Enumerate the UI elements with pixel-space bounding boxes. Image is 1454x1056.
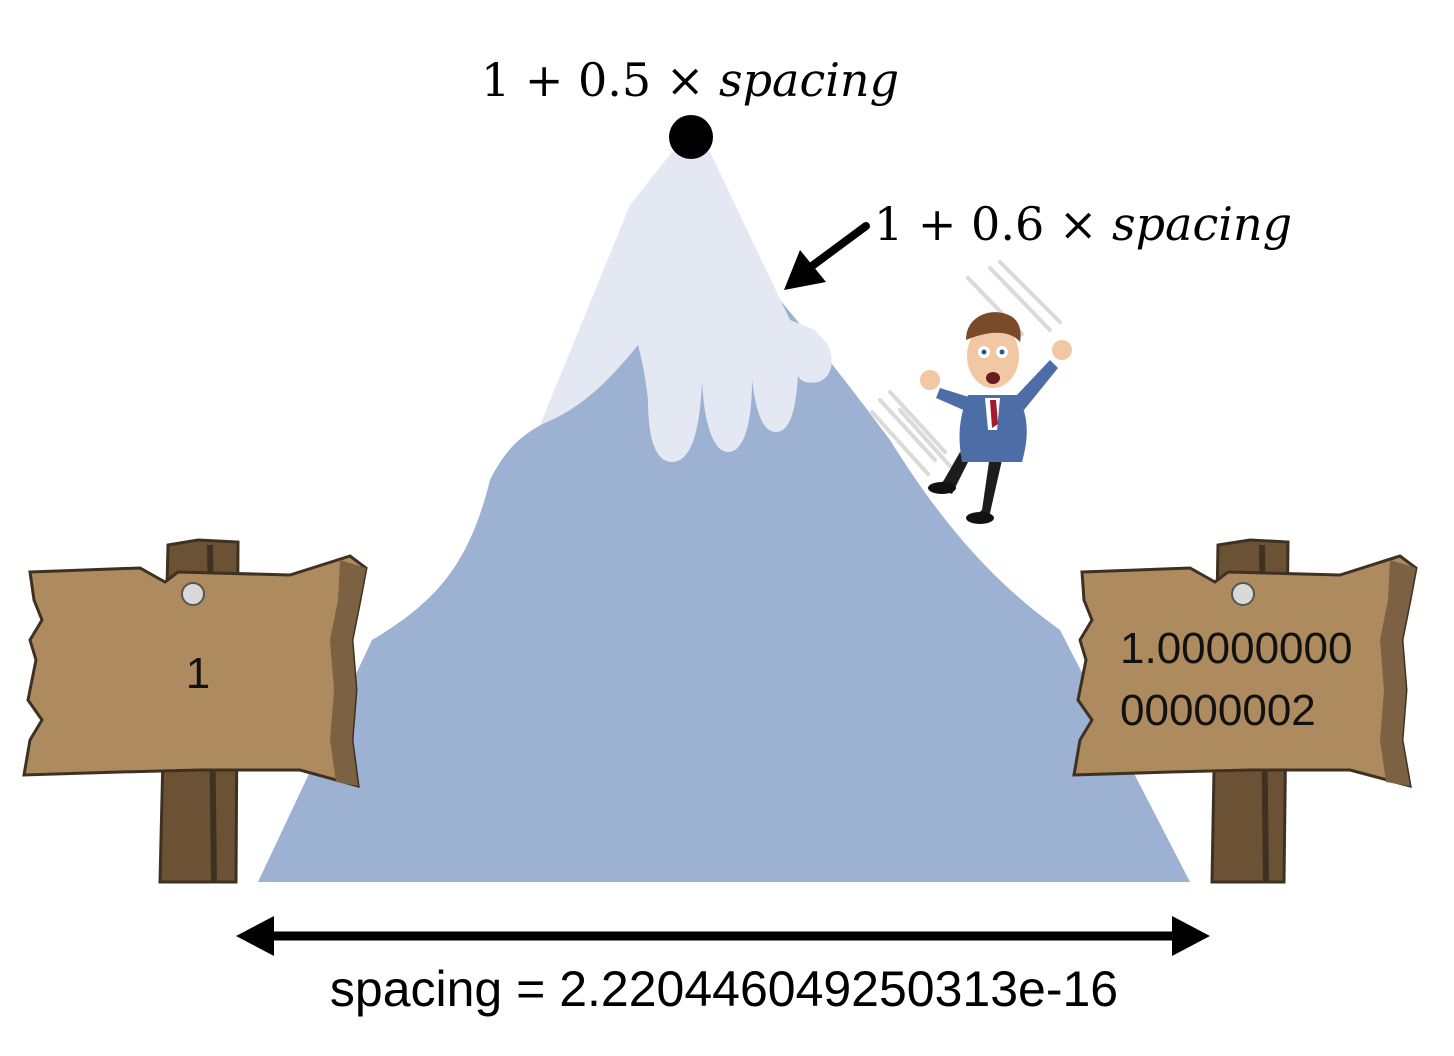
mountain-snow-cap [540,152,832,462]
peak-label-prefix: 1 + 0.5 × [481,53,719,107]
right-sign-line1: 1.00000000 [1120,624,1352,673]
slope-label: 1 + 0.6 × spacing [874,197,1292,251]
right-signpost [1072,538,1418,884]
mountain [258,150,1190,882]
spacing-caption: spacing = 2.220446049250313e-16 [330,961,1118,1017]
peak-dot [669,115,713,159]
right-sign-line2: 00000002 [1120,686,1316,735]
falling-man-icon [870,260,1072,524]
slope-arrow [784,222,870,290]
peak-label-variable: spacing [719,53,899,107]
left-sign-text: 1 [186,649,210,698]
left-signpost [22,538,368,884]
slope-label-variable: spacing [1112,197,1292,251]
spacing-double-arrow [236,916,1210,956]
slope-label-prefix: 1 + 0.6 × [874,197,1112,251]
peak-label: 1 + 0.5 × spacing [481,53,899,107]
